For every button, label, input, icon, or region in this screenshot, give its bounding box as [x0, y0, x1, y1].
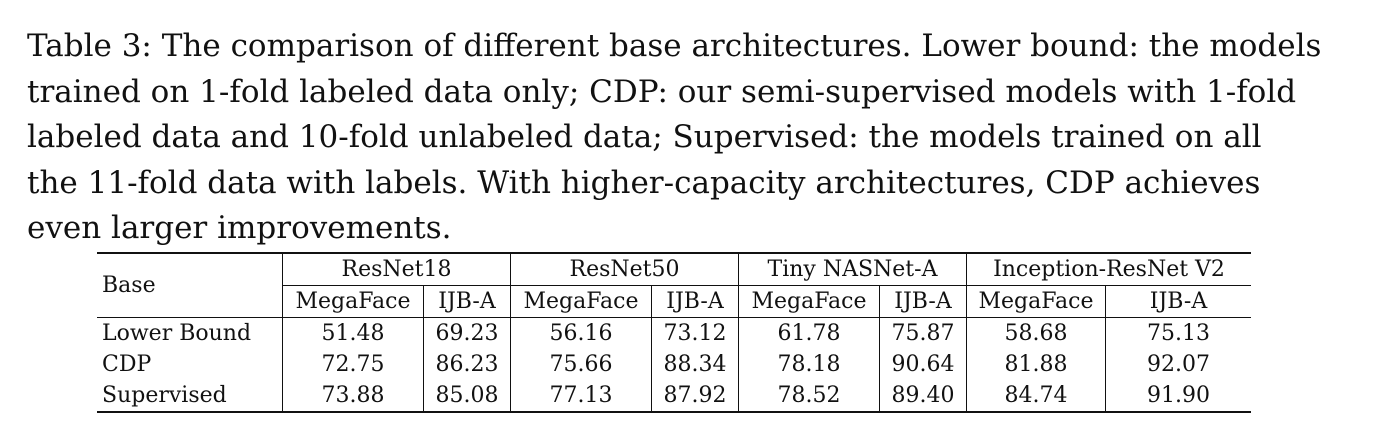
- comparison-table-wrapper: Base ResNet18 ResNet50 Tiny NASNet-A Inc…: [97, 252, 1251, 413]
- comparison-table: Base ResNet18 ResNet50 Tiny NASNet-A Inc…: [97, 252, 1251, 413]
- table-cell: 85.08: [423, 380, 511, 412]
- metric-header: IJB-A: [879, 285, 967, 318]
- table-cell: 77.13: [510, 380, 652, 412]
- caption-line: trained on 1-fold labeled data only; CDP…: [27, 73, 1297, 110]
- table-cell: 86.23: [423, 349, 511, 380]
- metric-header: MegaFace: [510, 285, 652, 318]
- metric-header: IJB-A: [651, 285, 739, 318]
- caption-line: the 11-fold data with labels. With highe…: [27, 164, 1261, 201]
- header-row-architectures: Base ResNet18 ResNet50 Tiny NASNet-A Inc…: [97, 253, 1251, 318]
- table-cell: 78.52: [738, 380, 880, 412]
- table-cell: 84.74: [966, 380, 1106, 412]
- table-cell: 92.07: [1147, 352, 1210, 377]
- arch-header: ResNet50: [510, 253, 739, 286]
- arch-header: Inception-ResNet V2: [966, 253, 1251, 286]
- table-cell: 90.64: [879, 349, 967, 380]
- table-cell: 75.66: [510, 349, 652, 380]
- arch-header: ResNet18: [282, 253, 511, 286]
- table-cell: 72.75: [282, 349, 424, 380]
- table-row: CDP 72.75 86.23 75.66 88.34 78.18 90.64 …: [97, 349, 1251, 380]
- table-cell: 78.18: [738, 349, 880, 380]
- table-cell: 56.16: [510, 317, 652, 349]
- metric-header: IJB-A: [423, 285, 511, 318]
- table-cell: 81.88: [966, 349, 1106, 380]
- metric-header: MegaFace: [738, 285, 880, 318]
- metric-header: MegaFace: [966, 285, 1106, 318]
- caption-line: even larger improvements.: [27, 210, 452, 246]
- table-cell: 69.23: [423, 317, 511, 349]
- caption-line: Table 3: The comparison of different bas…: [27, 28, 1322, 64]
- table-cell: 89.40: [879, 380, 967, 412]
- table-caption: Table 3: The comparison of different bas…: [27, 24, 1347, 252]
- row-label: Supervised: [97, 380, 283, 412]
- table-cell: 58.68: [966, 317, 1106, 349]
- table-cell: 91.90: [1147, 383, 1210, 408]
- metric-header: IJB-A: [1105, 285, 1251, 318]
- table-cell: 61.78: [738, 317, 880, 349]
- metric-header: MegaFace: [282, 285, 424, 318]
- table-cell: 88.34: [651, 349, 739, 380]
- table-cell: 87.92: [651, 380, 739, 412]
- table-cell: 73.88: [282, 380, 424, 412]
- table-cell: 75.87: [879, 317, 967, 349]
- caption-line: labeled data and 10-fold unlabeled data;…: [27, 119, 1262, 155]
- table-row: Supervised 73.88 85.08 77.13 87.92 78.52…: [97, 380, 1251, 412]
- row-label: Lower Bound: [97, 317, 283, 349]
- header-row-metrics: MegaFace IJB-A MegaFace IJB-A MegaFace I…: [97, 285, 1251, 318]
- table-row: Lower Bound 51.48 69.23 56.16 73.12 61.7…: [97, 317, 1251, 349]
- base-header: Base: [97, 253, 283, 318]
- row-label: CDP: [97, 349, 283, 380]
- arch-header: Tiny NASNet-A: [738, 253, 967, 286]
- table-cell: 75.13: [1147, 321, 1210, 346]
- table-cell: 73.12: [651, 317, 739, 349]
- table-cell: 51.48: [282, 317, 424, 349]
